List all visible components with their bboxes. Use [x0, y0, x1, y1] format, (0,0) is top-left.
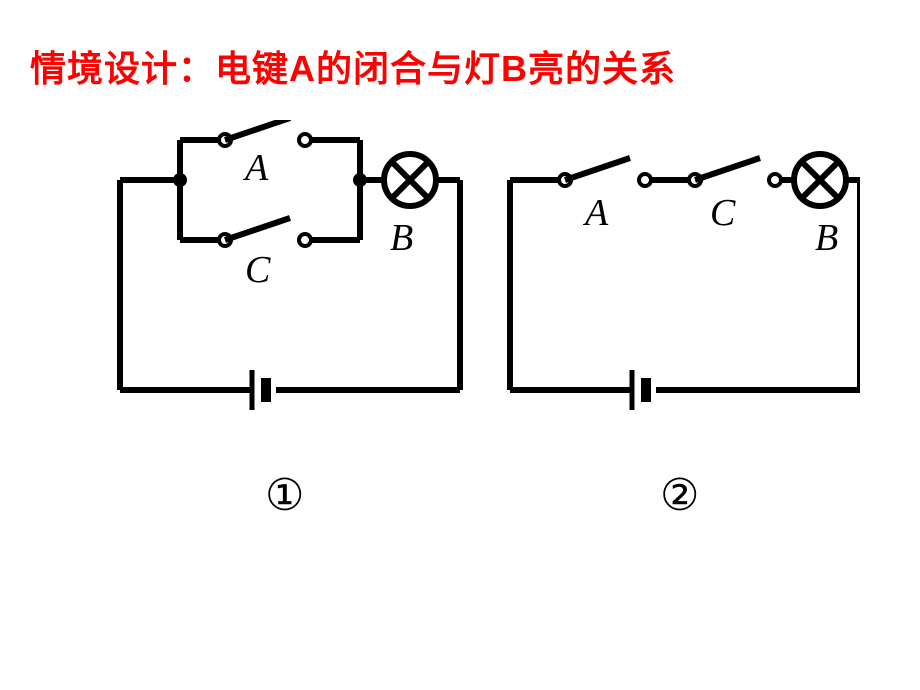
label-B-1: B: [390, 217, 413, 259]
label-A-2: A: [582, 192, 609, 234]
circuit-number-2: ②: [660, 471, 699, 520]
label-A-1: A: [242, 147, 269, 189]
lamp-icon-1: [384, 154, 436, 206]
circuit-number-1: ①: [265, 471, 304, 520]
battery-icon-1: [252, 370, 266, 410]
label-C-2: C: [710, 192, 736, 234]
circuit-2: A C B ②: [510, 154, 860, 520]
circuits-svg: A C B ①: [60, 120, 860, 570]
circuit-diagrams: A C B ①: [60, 120, 860, 570]
label-B-2: B: [815, 217, 838, 259]
label-C-1: C: [245, 249, 271, 291]
lamp-icon-2: [794, 154, 846, 206]
battery-icon-2: [632, 370, 646, 410]
page-title: 情境设计：电键A的闭合与灯B亮的关系: [30, 40, 676, 92]
circuit-1: A C B ①: [120, 120, 460, 520]
